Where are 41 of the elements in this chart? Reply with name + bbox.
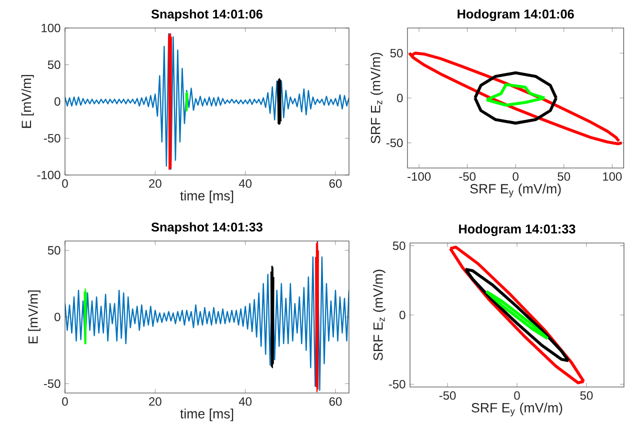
y-axis-title: E [mV/m] <box>21 75 34 128</box>
y-tick-label: 50 <box>48 60 60 70</box>
chart-title: Hodogram 14:01:06 <box>458 9 574 22</box>
y-axis-title: SRF E$_{z}$ (mV/m) <box>370 52 383 144</box>
y-tick-label: -50 <box>44 134 60 142</box>
y-tick-label: 0 <box>54 97 60 106</box>
x-tick-label: 60 <box>329 397 342 406</box>
x-axis-title: time [ms] <box>180 190 234 204</box>
chart-title: Snapshot 14:01:06 <box>151 9 262 22</box>
y-tick-label: -50 <box>388 380 406 388</box>
x-tick-label: -50 <box>459 172 476 181</box>
y-tick-label: 0 <box>54 312 60 322</box>
y-tick-label: -50 <box>386 138 403 148</box>
y-tick-label: 0 <box>396 94 403 102</box>
x-tick-label: 0 <box>62 397 68 406</box>
x-tick-label: 50 <box>558 172 570 181</box>
y-tick-label: 50 <box>48 246 60 255</box>
x-axis-title: SRF E$_{y}$ (mV/m) <box>470 184 561 198</box>
y-tick-label: 0 <box>400 310 406 320</box>
y-axis-title: E [mV/m] <box>28 290 40 344</box>
x-tick-label: 20 <box>149 179 162 188</box>
x-tick-label: 100 <box>603 172 622 181</box>
chart-title: Snapshot 14:01:33 <box>151 222 262 234</box>
y-tick-label: 50 <box>392 242 406 250</box>
x-tick-label: 50 <box>580 391 593 400</box>
y-tick-label: 50 <box>390 48 403 58</box>
x-tick-label: 60 <box>329 179 342 188</box>
x-tick-label: 20 <box>149 397 162 406</box>
y-axis-title: SRF E$_{z}$ (mV/m) <box>373 270 386 360</box>
y-tick-label: -50 <box>44 379 60 388</box>
chart-title: Hodogram 14:01:33 <box>459 224 576 236</box>
x-tick-label: 0 <box>514 391 520 400</box>
x-tick-label: -50 <box>439 391 456 400</box>
x-tick-label: 40 <box>238 397 252 406</box>
x-tick-label: 0 <box>62 179 68 188</box>
x-axis-title: time [ms] <box>180 408 234 422</box>
x-tick-label: 0 <box>512 172 518 181</box>
x-axis-title: SRF E$_{y}$ (mV/m) <box>472 402 562 416</box>
x-tick-label: -100 <box>408 172 431 181</box>
x-tick-label: 40 <box>238 179 252 188</box>
y-tick-label: 100 <box>42 24 60 32</box>
